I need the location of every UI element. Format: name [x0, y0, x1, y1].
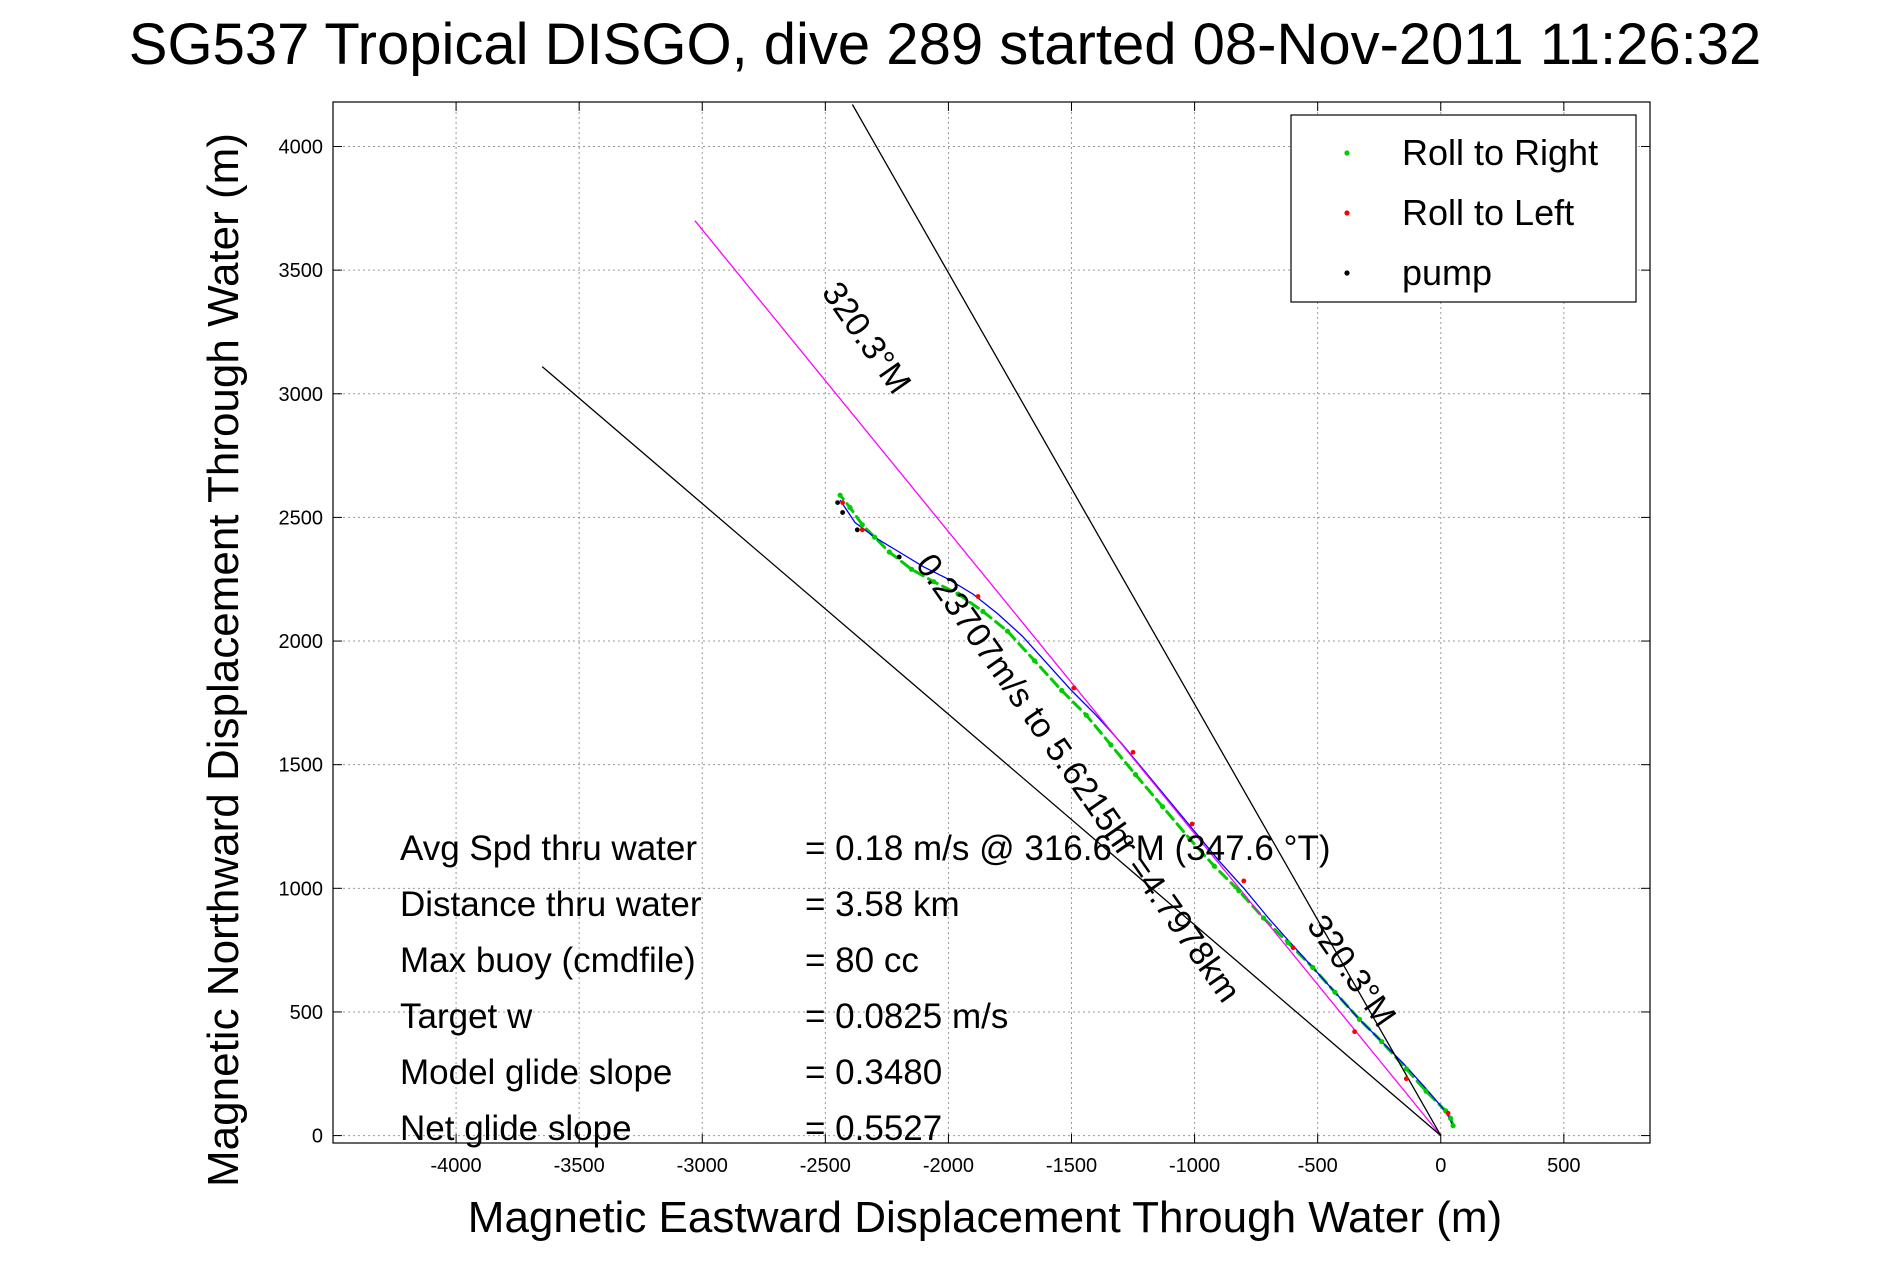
point-roll-to-left [1071, 685, 1077, 691]
point-roll-to-right [1332, 989, 1338, 995]
point-roll-to-right [1285, 940, 1291, 946]
stat-value: = 0.0825 m/s [805, 997, 1008, 1036]
point-roll-to-right [1059, 687, 1065, 694]
x-tick-label: 0 [1435, 1155, 1446, 1177]
point-roll-to-right [1379, 1039, 1385, 1045]
stat-label: Distance thru water [400, 885, 702, 924]
series-lines [541, 104, 1455, 1137]
point-roll-to-left [1130, 749, 1136, 755]
point-pump [896, 554, 902, 560]
point-roll-to-left [1445, 1110, 1451, 1116]
point-roll-to-right [872, 534, 878, 540]
legend-label: Roll to Left [1402, 192, 1574, 233]
point-roll-to-right [1083, 712, 1089, 718]
x-tick-label: -500 [1298, 1155, 1338, 1177]
point-roll-to-right [908, 566, 915, 572]
legend-marker [1344, 270, 1350, 276]
point-roll-to-right [1448, 1115, 1454, 1121]
stat-value: = 0.18 m/s @ 316.6 °M (347.6 °T) [805, 829, 1331, 868]
series-line-6 [541, 366, 1442, 1137]
series-points [835, 492, 1456, 1129]
point-roll-to-left [1290, 945, 1296, 951]
y-tick-label: 0 [312, 1126, 323, 1148]
series-line-5 [851, 104, 1442, 1136]
stat-value: = 0.3480 [805, 1053, 942, 1092]
legend-label: Roll to Right [1402, 132, 1598, 173]
y-axis-ticks: 0 500 1000 1500 2000 2500 3000 3500 4000 [279, 137, 1650, 1148]
x-tick-label: -4000 [431, 1155, 482, 1177]
stat-value: = 3.58 km [805, 885, 960, 924]
stat-label: Target w [400, 997, 533, 1036]
series-line-4 [694, 220, 1442, 1137]
y-tick-label: 500 [290, 1002, 323, 1024]
point-roll-to-left [975, 594, 981, 599]
point-roll-to-right [1450, 1123, 1456, 1129]
series-line-3 [839, 499, 1454, 1126]
point-roll-to-right [1004, 628, 1011, 634]
y-tick-label: 1500 [279, 755, 324, 777]
point-roll-to-right [847, 504, 853, 511]
x-tick-label: -3000 [677, 1155, 728, 1177]
point-roll-to-right [1132, 772, 1139, 778]
point-roll-to-right [1160, 804, 1166, 810]
point-roll-to-right [886, 549, 892, 555]
stats-block: Avg Spd thru water = 0.18 m/s @ 316.6 °M … [400, 829, 1331, 1148]
x-tick-label: -1500 [1046, 1155, 1097, 1177]
point-roll-to-left [1189, 821, 1195, 827]
y-tick-label: 1000 [279, 878, 324, 900]
point-roll-to-right [1187, 836, 1193, 842]
point-roll-to-right [955, 591, 961, 597]
stat-label: Max buoy (cmdfile) [400, 941, 696, 980]
point-roll-to-right [1356, 1016, 1363, 1023]
x-tick-label: -2500 [800, 1155, 851, 1177]
point-roll-to-right [931, 579, 937, 585]
y-tick-label: 2000 [279, 631, 324, 653]
stat-value: = 0.5527 [805, 1109, 942, 1148]
x-tick-label: -1000 [1169, 1155, 1220, 1177]
x-axis-label: Magnetic Eastward Displacement Through W… [468, 1193, 1502, 1242]
y-tick-label: 3500 [279, 260, 324, 282]
point-roll-to-right [1423, 1088, 1429, 1094]
stat-label: Net glide slope [400, 1109, 632, 1148]
legend-box [1290, 114, 1637, 303]
x-tick-label: 500 [1547, 1155, 1580, 1177]
point-roll-to-left [1352, 1029, 1357, 1035]
x-tick-label: -3500 [554, 1155, 605, 1177]
legend-marker [1344, 150, 1350, 156]
stat-value: = 80 cc [805, 941, 919, 980]
legend: Roll to Right Roll to Left pump [1290, 114, 1637, 303]
legend-label: pump [1402, 252, 1492, 293]
point-roll-to-right [1403, 1066, 1409, 1072]
point-roll-to-left [859, 527, 865, 533]
legend-marker [1344, 210, 1350, 216]
point-pump [835, 500, 840, 505]
y-tick-label: 4000 [279, 137, 324, 159]
y-tick-label: 3000 [279, 384, 324, 406]
point-pump [854, 527, 860, 533]
point-roll-to-right [1108, 742, 1114, 748]
x-tick-label: -2000 [923, 1155, 974, 1177]
point-roll-to-left [840, 500, 845, 505]
point-roll-to-right [1211, 863, 1217, 869]
point-roll-to-right [1032, 658, 1038, 664]
plot-frame [332, 101, 1651, 1144]
point-roll-to-right [980, 608, 986, 615]
y-axis-label: Magnetic Northward Displacement Through … [199, 133, 248, 1187]
point-roll-to-left [1241, 878, 1247, 884]
point-pump [840, 510, 845, 515]
point-roll-to-right [859, 522, 865, 528]
grid-lines [333, 102, 1650, 1143]
x-axis-ticks: -4000 -3500 -3000 -2500 -2000 -1500 -1000 -500 0… [431, 102, 1581, 1177]
point-roll-to-right [1310, 964, 1316, 971]
stat-label: Avg Spd thru water [400, 829, 697, 868]
stat-label: Model glide slope [400, 1053, 672, 1092]
point-roll-to-right [837, 492, 843, 498]
point-roll-to-right [1260, 915, 1267, 921]
point-roll-to-left [1403, 1076, 1409, 1082]
chart-title: SG537 Tropical DISGO, dive 289 started 0… [129, 12, 1761, 77]
y-tick-label: 2500 [279, 507, 324, 529]
point-roll-to-right [1236, 888, 1242, 894]
